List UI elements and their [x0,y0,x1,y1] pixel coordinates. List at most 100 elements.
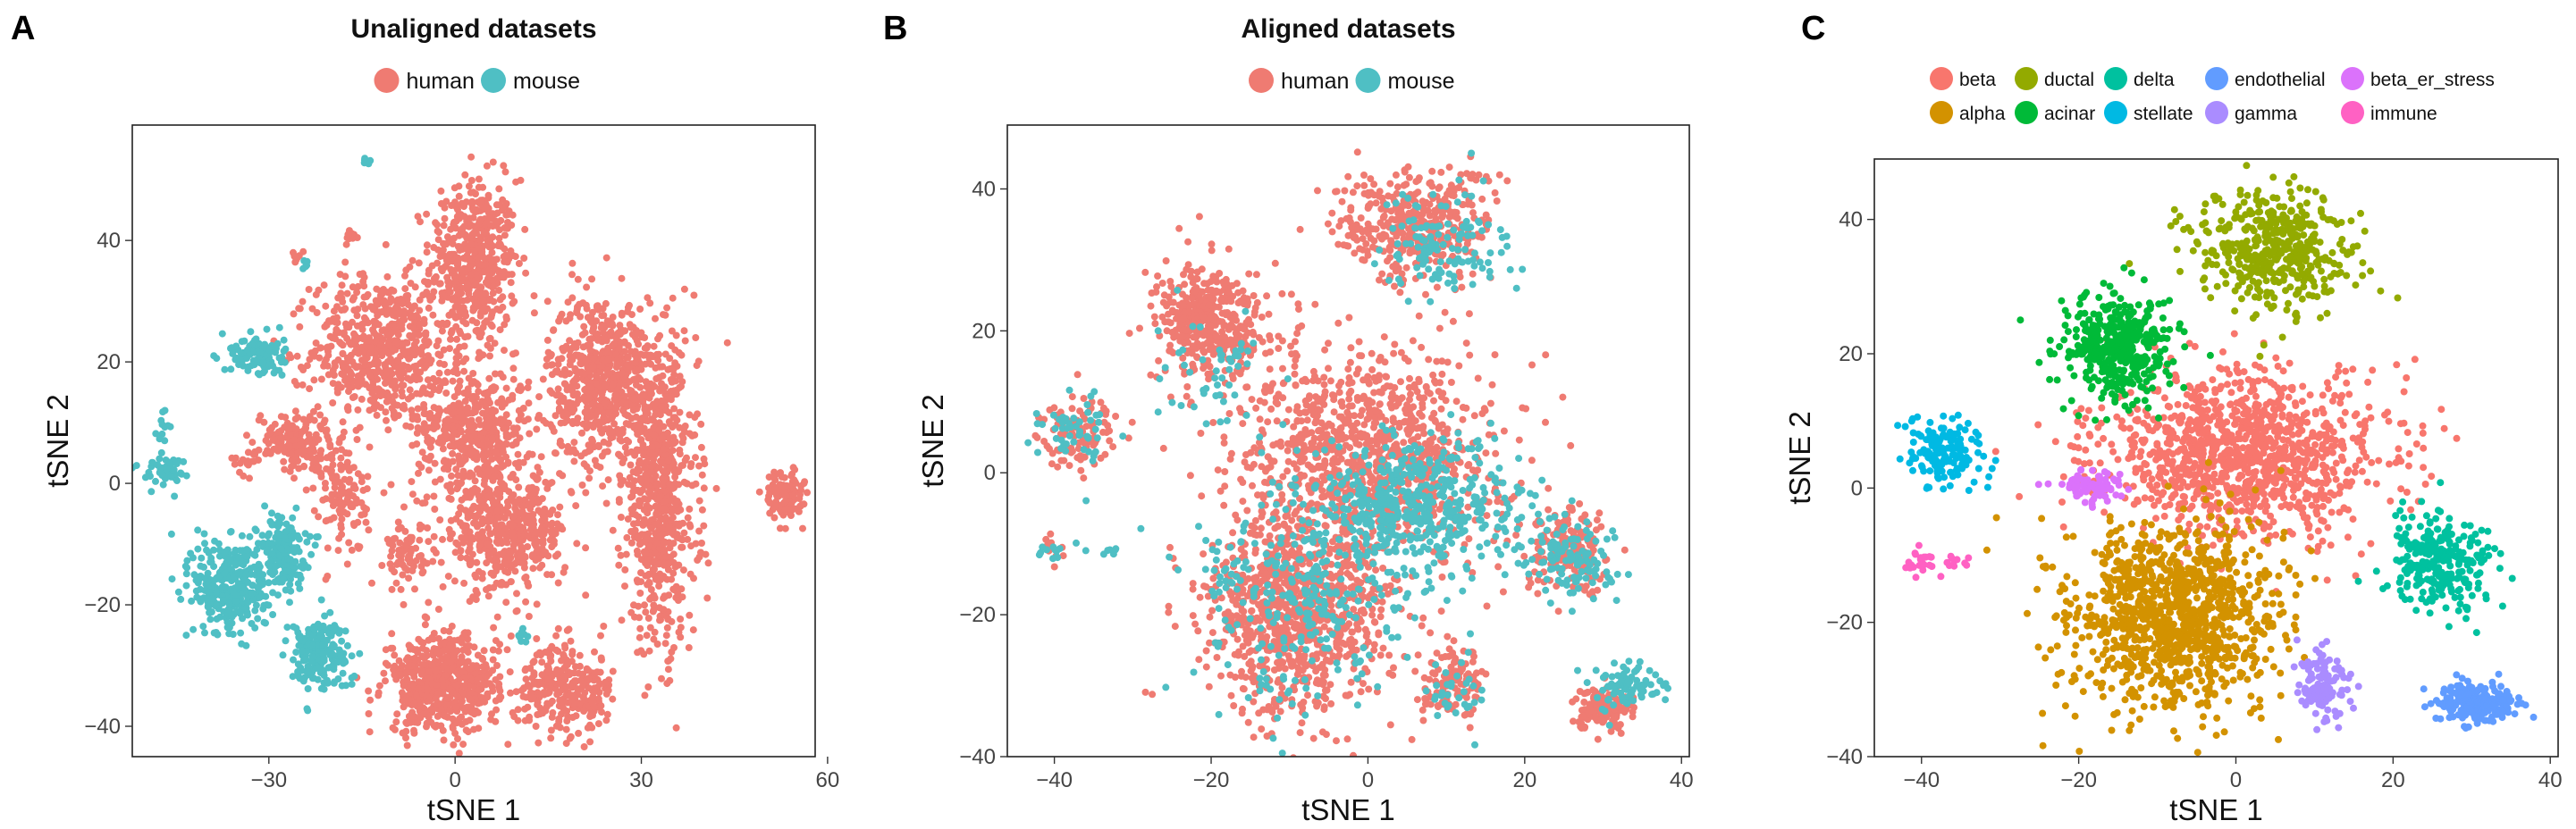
data-point [636,590,644,597]
data-point [575,396,583,404]
data-point [478,519,486,527]
data-point [553,367,561,375]
data-point [420,401,428,408]
data-point [533,635,541,642]
data-point [469,214,477,222]
data-point [414,405,422,413]
data-point [651,628,659,636]
data-point [647,524,655,532]
data-point [549,708,557,716]
data-point [642,474,650,482]
data-point [360,282,368,290]
data-point [383,416,390,424]
data-point [324,544,332,552]
data-point [542,478,550,486]
data-point [701,460,709,468]
data-point [575,369,583,377]
data-point [643,632,651,640]
data-point [425,668,433,675]
data-point [199,623,207,631]
data-point [600,623,608,630]
data-point [496,472,504,480]
data-point [673,498,681,505]
data-point [596,680,604,688]
data-point [515,464,523,472]
data-point [666,355,674,363]
data-point [373,331,381,339]
data-point [438,289,446,297]
data-point [622,550,630,558]
data-point [469,188,477,197]
data-point [460,213,468,221]
data-point [552,632,560,640]
data-point [595,421,603,429]
data-point [444,415,452,423]
data-point [254,615,262,623]
data-point [454,389,462,397]
data-point [402,656,410,664]
data-point [411,585,418,593]
data-point [299,381,307,389]
data-point [461,255,469,263]
data-point [291,407,299,415]
chart-title: Unaligned datasets [350,14,596,44]
data-point [418,499,426,507]
data-point [666,676,674,684]
data-point [419,558,427,566]
data-point [668,378,676,386]
data-point [270,435,278,443]
data-point [686,463,695,471]
data-point [586,713,594,720]
data-point [418,569,426,577]
data-point [620,455,628,463]
data-point [457,480,465,488]
data-point [596,368,604,375]
data-point [459,467,467,475]
data-point [365,710,373,717]
data-point [513,424,521,432]
data-point [333,329,340,337]
data-point [451,649,459,657]
data-point [476,312,484,320]
data-point [534,700,542,708]
data-point [408,566,417,574]
data-point [501,251,509,259]
data-point [755,488,763,496]
data-point [467,153,476,161]
data-point [601,334,609,342]
data-point [366,443,374,451]
data-point [554,385,562,393]
data-point [429,311,437,319]
data-point [642,608,650,616]
data-point [407,534,415,542]
data-point [486,419,493,427]
data-point [423,248,431,256]
data-point [440,457,448,465]
data-point [461,171,469,179]
data-point [493,507,501,515]
data-point [623,412,631,420]
data-point [425,697,434,705]
data-point [618,616,626,624]
data-point [604,348,612,356]
data-point [507,279,515,287]
data-point [528,674,536,682]
data-point [533,600,541,608]
data-point [676,373,684,381]
data-point [605,370,613,377]
data-point [470,247,478,255]
data-point [385,540,393,548]
data-point [450,442,458,450]
data-point [486,214,494,222]
data-point [535,393,543,401]
data-point [577,359,585,367]
data-point [517,411,525,419]
data-point [695,462,703,470]
data-point [352,337,360,345]
data-point [355,349,363,357]
data-point [431,506,439,513]
data-point [550,537,558,545]
data-point [495,234,503,242]
data-point [567,448,575,456]
